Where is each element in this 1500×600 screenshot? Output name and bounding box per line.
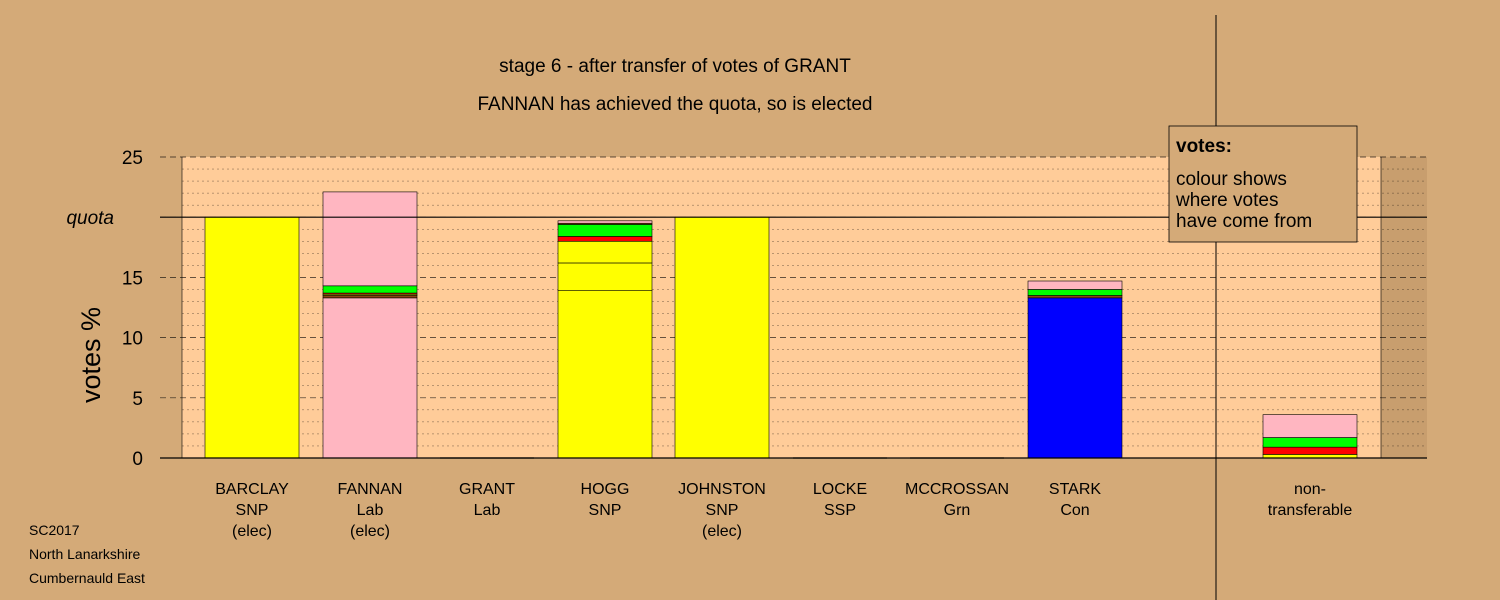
candidate-fannan-label-0: FANNAN	[338, 481, 403, 498]
bar-barclay-segment-snp	[204, 216, 300, 459]
footer-council: North Lanarkshire	[29, 546, 140, 562]
bar-johnston-segment-snp	[674, 216, 770, 459]
candidate-mccrossan-label-0: MCCROSSAN	[905, 481, 1009, 498]
bar-hogg-segment-grn	[557, 224, 653, 237]
bar-hogg-segment-ssp	[557, 236, 653, 242]
bars	[204, 191, 1358, 459]
candidate-locke-label-0: LOCKE	[813, 481, 867, 498]
candidate-stark-label-1: Con	[1060, 502, 1089, 519]
chart-subtitle: FANNAN has achieved the quota, so is ele…	[477, 94, 872, 115]
candidate-hogg-label-1: SNP	[589, 502, 622, 519]
legend-box: votes: colour shows where votes have com…	[1168, 125, 1358, 243]
bar-fannan-segment-lab	[322, 191, 418, 287]
candidate-locke-label-1: SSP	[824, 502, 856, 519]
candidate-mccrossan-label-1: Grn	[944, 502, 971, 519]
bar-fannan-segment-grn	[322, 285, 418, 294]
bar-stark-segment-con	[1027, 297, 1123, 459]
candidate-johnston-label-2: (elec)	[702, 523, 742, 540]
candidate-barclay-label-1: SNP	[236, 502, 269, 519]
legend-line-3: have come from	[1176, 211, 1312, 232]
y-tick-label: 0	[132, 449, 143, 470]
y-tick-label: 5	[132, 389, 143, 410]
bar-hogg-segment-snp	[557, 290, 653, 459]
bar-nontransferable-segment-ssp	[1262, 446, 1358, 455]
nontransferable-label-0: non-	[1294, 481, 1326, 498]
y-tick-label: 15	[122, 268, 143, 289]
candidate-johnston-label-0: JOHNSTON	[678, 481, 766, 498]
y-tick-label: 10	[122, 329, 143, 350]
candidate-labels: BARCLAY SNP (elec) FANNAN Lab (elec) GRANT Lab H…	[215, 481, 1352, 540]
legend-background	[1168, 125, 1358, 243]
right-shade	[1381, 157, 1427, 458]
legend-title: votes:	[1176, 136, 1232, 157]
candidate-johnston-label-1: SNP	[706, 502, 739, 519]
bar-hogg-segment-snp	[557, 262, 653, 291]
candidate-barclay-label-2: (elec)	[232, 523, 272, 540]
candidate-stark-label-0: STARK	[1049, 481, 1101, 498]
nontransferable-label-1: transferable	[1268, 502, 1353, 519]
chart-title: stage 6 - after transfer of votes of GRA…	[499, 56, 851, 77]
y-tick-label: 25	[122, 148, 143, 169]
bar-stark-segment-grn	[1027, 289, 1123, 296]
bar-hogg-segment-lab	[557, 220, 653, 224]
bar-fannan-segment-other	[322, 295, 418, 299]
candidate-barclay-label-0: BARCLAY	[215, 481, 289, 498]
bar-nontransferable-segment-grn	[1262, 437, 1358, 448]
candidate-fannan-label-1: Lab	[357, 502, 384, 519]
axis: 0 5 10 15 25	[122, 148, 1427, 470]
bar-stark-segment-lab	[1027, 280, 1123, 290]
y-axis-label: votes %	[76, 307, 106, 403]
legend-line-2: where votes	[1175, 190, 1278, 211]
candidate-grant-label-1: Lab	[474, 502, 501, 519]
bar-nontransferable-segment-lab	[1262, 414, 1358, 438]
bar-fannan-segment-lab	[322, 297, 418, 459]
candidate-grant-label-0: GRANT	[459, 481, 515, 498]
candidate-hogg-label-0: HOGG	[581, 481, 630, 498]
footer-ward: Cumbernauld East	[29, 570, 145, 586]
candidate-fannan-label-2: (elec)	[350, 523, 390, 540]
legend-line-1: colour shows	[1176, 169, 1287, 190]
quota-label: quota	[66, 208, 114, 229]
bar-hogg-segment-snp	[557, 240, 653, 264]
bar-stark-segment-other	[1027, 295, 1123, 299]
footer-election: SC2017	[29, 522, 80, 538]
